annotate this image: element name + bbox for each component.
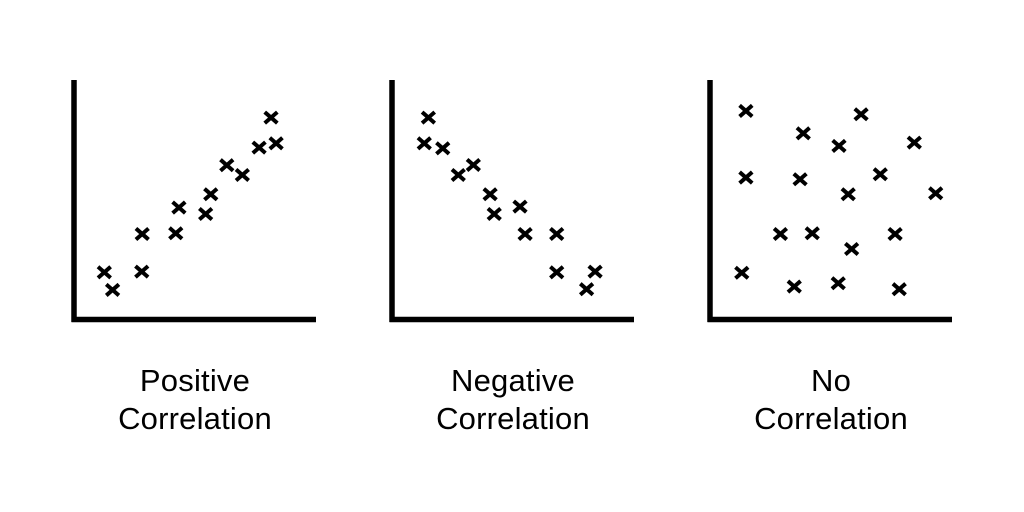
caption-line: Negative xyxy=(451,363,575,398)
data-point-marker xyxy=(734,265,750,280)
data-point-marker xyxy=(416,136,432,151)
data-point-marker xyxy=(134,226,150,242)
data-point-marker xyxy=(928,186,944,201)
data-point-marker xyxy=(872,167,888,182)
data-point-marker xyxy=(853,107,869,122)
data-point-marker xyxy=(891,282,907,297)
caption-line: Positive xyxy=(139,363,251,398)
data-point-marker xyxy=(549,265,565,280)
data-point-marker xyxy=(549,226,565,242)
scatter-panel-positive-correlation: Positive Correlation xyxy=(70,78,320,438)
scatter-panel-negative-correlation: Negative Correlation xyxy=(388,78,638,438)
data-point-marker xyxy=(263,110,279,125)
data-point-marker xyxy=(887,226,903,242)
data-point-marker xyxy=(104,282,121,297)
data-point-marker xyxy=(420,110,437,125)
data-point-marker xyxy=(482,187,498,202)
scatter-panel-no-correlation: No Correlation xyxy=(706,78,956,438)
negative-correlation-plot xyxy=(389,80,634,323)
data-point-marker xyxy=(840,187,856,202)
no-correlation-plot xyxy=(707,80,952,323)
data-point-marker xyxy=(786,279,802,294)
data-point-marker xyxy=(804,226,820,241)
data-point-marker xyxy=(517,226,533,242)
data-point-marker xyxy=(168,226,184,241)
data-point-marker xyxy=(134,264,150,279)
scatter-points-group xyxy=(96,110,284,297)
data-point-marker xyxy=(203,187,219,202)
panel-caption-negative-correlation: Negative Correlation xyxy=(388,362,638,438)
data-point-marker xyxy=(465,157,481,172)
data-point-marker xyxy=(234,167,250,182)
data-point-marker xyxy=(219,158,235,173)
scatter-points-group xyxy=(416,110,603,297)
data-point-marker xyxy=(486,206,502,222)
panel-caption-positive-correlation: Positive Correlation xyxy=(70,362,320,438)
data-point-marker xyxy=(772,226,789,242)
caption-line: No xyxy=(810,363,852,398)
panel-caption-no-correlation: No Correlation xyxy=(706,362,956,438)
caption-line: Correlation xyxy=(118,401,272,436)
positive-correlation-plot xyxy=(71,80,316,323)
data-point-marker xyxy=(512,199,528,214)
data-point-marker xyxy=(843,241,860,257)
data-point-marker xyxy=(587,264,603,279)
scatter-points-group xyxy=(734,103,944,297)
data-point-marker xyxy=(578,282,595,297)
data-point-marker xyxy=(268,136,284,151)
data-point-marker xyxy=(198,206,214,222)
data-point-marker xyxy=(171,200,187,215)
data-point-marker xyxy=(738,170,754,185)
data-point-marker xyxy=(450,167,466,182)
data-point-marker xyxy=(795,126,811,141)
caption-line: Correlation xyxy=(436,401,590,436)
data-point-marker xyxy=(738,103,754,118)
data-point-marker xyxy=(435,141,451,156)
data-point-marker xyxy=(830,276,846,291)
data-point-marker xyxy=(906,135,922,150)
data-point-marker xyxy=(792,172,808,187)
data-point-marker xyxy=(831,138,847,153)
caption-line: Correlation xyxy=(754,401,908,436)
data-point-marker xyxy=(251,140,267,155)
data-point-marker xyxy=(96,265,112,280)
